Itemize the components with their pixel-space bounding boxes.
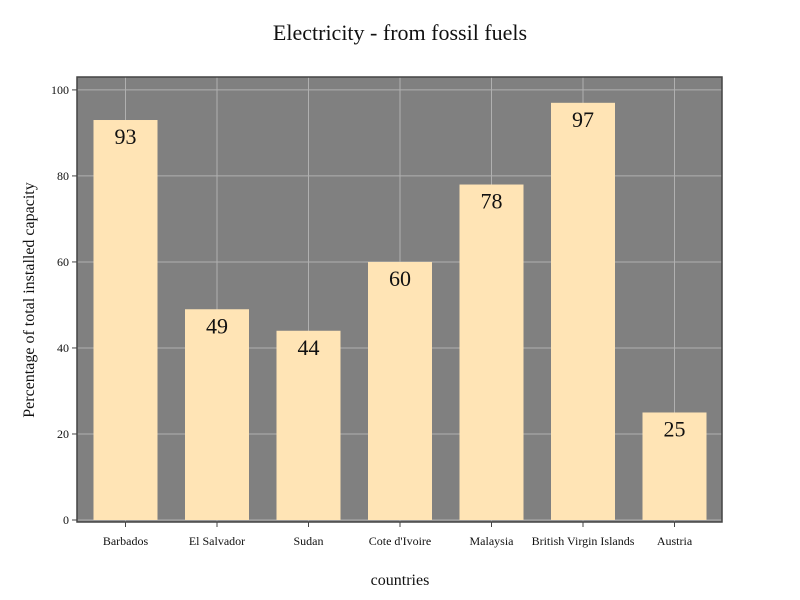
x-tick-label: Malaysia: [470, 534, 515, 548]
x-tick-label: Barbados: [103, 534, 149, 548]
y-tick-label: 100: [51, 83, 69, 97]
bar: [459, 184, 524, 520]
x-tick-label: Austria: [657, 534, 693, 548]
bar-value-labels: 93 49 44 60 78 97 25: [115, 107, 686, 442]
bar-value-label: 49: [206, 313, 228, 338]
chart-title: Electricity - from fossil fuels: [273, 20, 527, 45]
y-axis-label: Percentage of total installed capacity: [21, 182, 38, 417]
bar: [276, 330, 341, 520]
plot-frame: [76, 76, 723, 523]
bar: [368, 261, 432, 520]
y-tick-label: 40: [57, 341, 69, 355]
x-tick-label: British Virgin Islands: [532, 534, 635, 548]
bar-value-label: 44: [298, 335, 320, 360]
bar-value-label: 78: [481, 189, 503, 214]
x-tick-label: El Salvador: [189, 534, 245, 548]
bars: [93, 102, 707, 521]
x-axis-label: countries: [371, 572, 430, 589]
y-axis-ticks: 0 20 40 60 80 100: [51, 83, 77, 527]
bar: [93, 120, 158, 521]
y-tick-label: 60: [57, 255, 69, 269]
bar: [551, 102, 615, 521]
bar: [642, 412, 707, 520]
x-tick-label: Cote d'Ivoire: [369, 534, 431, 548]
bar: [185, 309, 249, 520]
x-tick-label: Sudan: [294, 534, 324, 548]
y-tick-label: 20: [57, 427, 69, 441]
y-tick-label: 80: [57, 169, 69, 183]
x-axis-ticks: Barbados El Salvador Sudan Cote d'Ivoire Mal…: [103, 522, 693, 548]
bar-value-label: 97: [572, 107, 594, 132]
bar-value-label: 60: [389, 266, 411, 291]
bar-value-label: 93: [115, 124, 137, 149]
bar-value-label: 25: [664, 416, 686, 441]
y-tick-label: 0: [63, 513, 69, 527]
